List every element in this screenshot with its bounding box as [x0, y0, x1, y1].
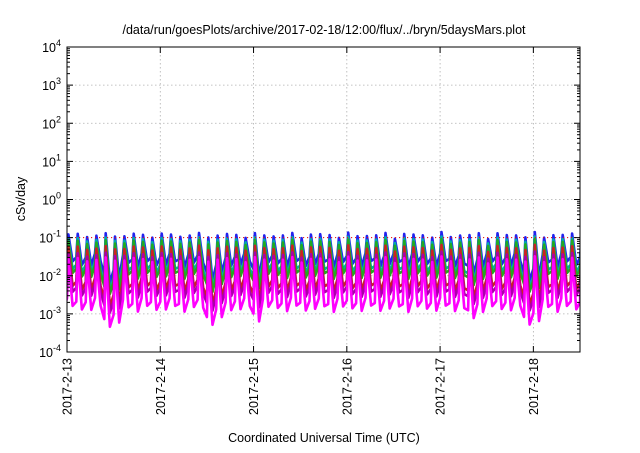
y-axis: 10-4 10-3 10-2 10-1 100 101 102 103 104 — [39, 38, 580, 360]
x-tick-label: 2017-2-17 — [434, 358, 448, 415]
x-tick-label: 2017-2-13 — [61, 358, 75, 415]
x-tick-label: 2017-2-18 — [527, 358, 541, 415]
x-tick-label: 2017-2-14 — [154, 358, 168, 415]
series-line-5 — [67, 255, 580, 329]
y-tick-label: 10-3 — [39, 305, 61, 322]
y-tick-label: 101 — [42, 152, 61, 169]
x-axis: 2017-2-13 2017-2-14 2017-2-15 2017-2-16 2017… — [61, 47, 541, 415]
y-tick-label: 10-1 — [39, 229, 61, 246]
x-axis-label: Coordinated Universal Time (UTC) — [228, 431, 420, 445]
y-tick-label: 10-2 — [39, 267, 61, 284]
chart-title: /data/run/goesPlots/archive/2017-02-18/1… — [122, 23, 526, 37]
y-tick-label: 102 — [42, 114, 61, 131]
y-tick-label: 104 — [42, 38, 61, 55]
y-axis-label: cSv/day — [14, 176, 28, 221]
series-group — [67, 230, 580, 329]
x-tick-label: 2017-2-15 — [247, 358, 261, 415]
y-tick-label: 10-4 — [39, 343, 61, 360]
y-tick-label: 100 — [42, 191, 61, 208]
x-tick-label: 2017-2-16 — [340, 358, 354, 415]
y-tick-label: 103 — [42, 76, 61, 93]
